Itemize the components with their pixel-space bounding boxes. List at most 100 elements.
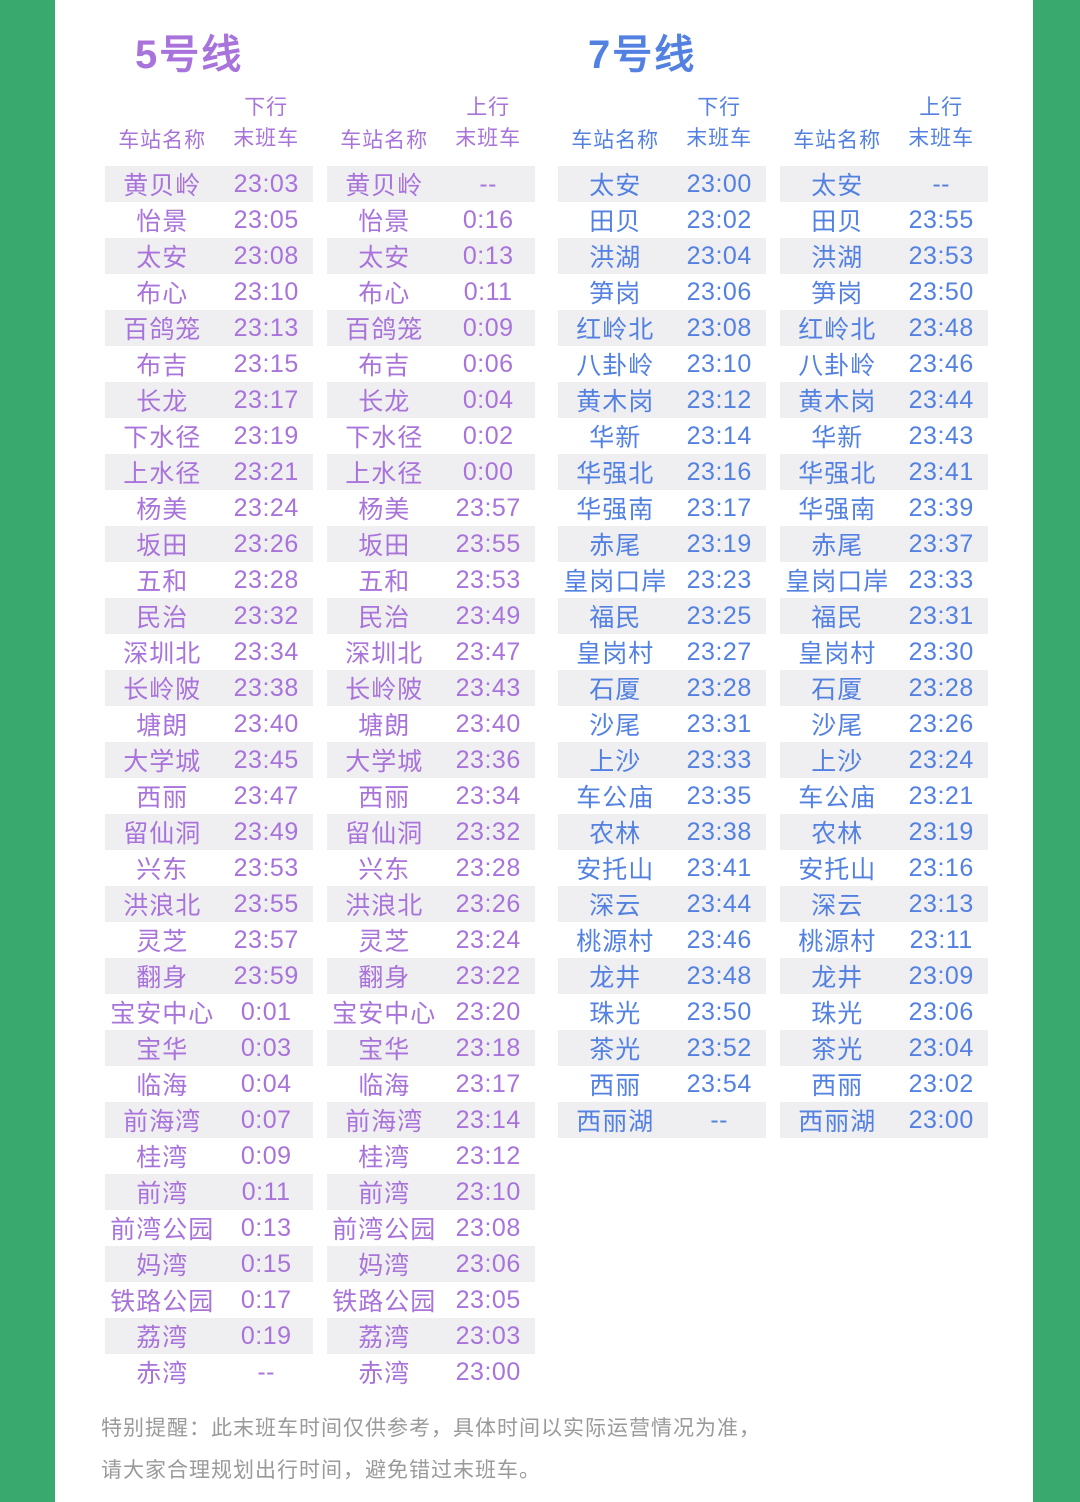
last-train-time: 23:11: [909, 925, 973, 954]
station-name: 布心: [358, 280, 411, 308]
table-row: 华强北 23:41: [780, 454, 988, 490]
table-row: 上水径 0:00: [327, 454, 535, 490]
station-name: 太安: [358, 244, 411, 272]
table-row: 临海 23:17: [327, 1066, 535, 1102]
last-train-time: 23:28: [233, 565, 299, 594]
station-name: 洪湖: [589, 244, 642, 272]
station-name: 荔湾: [136, 1324, 189, 1352]
table-row: 安托山 23:41: [558, 850, 766, 886]
station-name: 石厦: [589, 676, 642, 704]
table-row: 大学城 23:36: [327, 742, 535, 778]
table-row: 五和 23:28: [105, 562, 313, 598]
table-row: 八卦岭 23:46: [780, 346, 988, 382]
station-name: 华强北: [576, 460, 655, 488]
station-name: 长岭陂: [123, 676, 202, 704]
last-train-time: 23:46: [686, 925, 752, 954]
station-name: 皇岗村: [798, 640, 877, 668]
last-train-time: 23:26: [908, 709, 974, 738]
table-row: 坂田 23:26: [105, 526, 313, 562]
table-row: 华强南 23:17: [558, 490, 766, 526]
last-train-time: 23:39: [908, 493, 974, 522]
table-row: 铁路公园 23:05: [327, 1282, 535, 1318]
table-row: 八卦岭 23:10: [558, 346, 766, 382]
station-name: 赤湾: [136, 1360, 189, 1388]
station-name: 宝安中心: [332, 1000, 437, 1028]
table-row: 沙尾 23:31: [558, 706, 766, 742]
table-row: 铁路公园 0:17: [105, 1282, 313, 1318]
table-row: 留仙洞 23:32: [327, 814, 535, 850]
station-name: 杨美: [358, 496, 411, 524]
station-name: 深圳北: [345, 640, 424, 668]
station-name: 上水径: [345, 460, 424, 488]
table-row: 太安 0:13: [327, 238, 535, 274]
last-train-time: 23:02: [908, 1069, 974, 1098]
last-train-time: 0:15: [240, 1249, 292, 1278]
station-name: 田贝: [589, 208, 642, 236]
station-name: 留仙洞: [123, 820, 202, 848]
table-row: 龙井 23:09: [780, 958, 988, 994]
station-name: 华强南: [576, 496, 655, 524]
station-name: 西丽湖: [576, 1108, 655, 1136]
table-row: 怡景 23:05: [105, 202, 313, 238]
last-train-time: 0:01: [240, 997, 292, 1026]
station-name: 桃源村: [798, 928, 877, 956]
line5-upbound-table: 车站名称 上行 末班车 黄贝岭 -- 怡景 0:16 太安 0:13 布心 0:11 百鸽笼 0:…: [327, 94, 535, 1390]
table-row: 前海湾 23:14: [327, 1102, 535, 1138]
station-name: 华新: [589, 424, 642, 452]
station-name: 铁路公园: [110, 1288, 215, 1316]
station-name: 车公庙: [798, 784, 877, 812]
station-name: 铁路公园: [332, 1288, 437, 1316]
table-row: 安托山 23:16: [780, 850, 988, 886]
station-name: 宝华: [358, 1036, 411, 1064]
last-train-time: 23:33: [686, 745, 752, 774]
station-name: 桃源村: [576, 928, 655, 956]
station-name-header: 车站名称: [793, 129, 882, 152]
station-name: 深云: [589, 892, 642, 920]
station-name: 民治: [358, 604, 411, 632]
last-train-time: 23:08: [686, 313, 752, 342]
station-name: 安托山: [798, 856, 877, 884]
table-row: 民治 23:32: [105, 598, 313, 634]
table-row: 茶光 23:04: [780, 1030, 988, 1066]
last-train-time: 23:28: [908, 673, 974, 702]
table-row: 西丽湖 --: [558, 1102, 766, 1138]
station-name: 福民: [589, 604, 642, 632]
last-train-time: 23:59: [233, 961, 299, 990]
table-row: 龙井 23:48: [558, 958, 766, 994]
station-name: 翻身: [358, 964, 411, 992]
table-row: 荔湾 0:19: [105, 1318, 313, 1354]
station-name: 黄木岗: [576, 388, 655, 416]
line7-section: 7号线 车站名称 下行 末班车 太安 23:00 田贝 23:02 洪湖 23:04 笋岗 2…: [558, 22, 995, 1390]
station-name: 百鸽笼: [345, 316, 424, 344]
table-row: 田贝 23:55: [780, 202, 988, 238]
last-train-time: 23:17: [455, 1069, 521, 1098]
station-name: 前湾公园: [332, 1216, 437, 1244]
station-name: 怡景: [136, 208, 189, 236]
last-train-time: 0:19: [240, 1321, 292, 1350]
station-name: 怡景: [358, 208, 411, 236]
table-row: 宝华 0:03: [105, 1030, 313, 1066]
table-row: 上沙 23:24: [780, 742, 988, 778]
table-row: 赤尾 23:37: [780, 526, 988, 562]
station-name: 兴东: [136, 856, 189, 884]
table-row: 红岭北 23:48: [780, 310, 988, 346]
note-line-1: 特别提醒：此末班车时间仅供参考，具体时间以实际运营情况为准，: [101, 1417, 761, 1440]
table-row: 塘朗 23:40: [105, 706, 313, 742]
station-name: 宝华: [136, 1036, 189, 1064]
line7-up-header: 车站名称 上行 末班车: [780, 94, 988, 156]
last-train-time: 23:50: [908, 277, 974, 306]
last-train-time: 23:35: [686, 781, 752, 810]
last-train-time: 23:38: [233, 673, 299, 702]
last-train-time: 23:02: [686, 205, 752, 234]
upbound-last-train-header: 上行 末班车: [455, 96, 522, 150]
station-name: 长龙: [358, 388, 411, 416]
table-row: 福民 23:25: [558, 598, 766, 634]
last-train-time: 23:32: [233, 601, 299, 630]
station-name: 西丽: [589, 1072, 642, 1100]
table-row: 坂田 23:55: [327, 526, 535, 562]
table-row: 百鸽笼 0:09: [327, 310, 535, 346]
line7-downbound-table: 车站名称 下行 末班车 太安 23:00 田贝 23:02 洪湖 23:04 笋岗 23:06…: [558, 94, 766, 1138]
downbound-last-train-header: 下行 末班车: [233, 96, 300, 150]
last-train-time: --: [479, 169, 498, 198]
last-train-time: 23:24: [233, 493, 299, 522]
